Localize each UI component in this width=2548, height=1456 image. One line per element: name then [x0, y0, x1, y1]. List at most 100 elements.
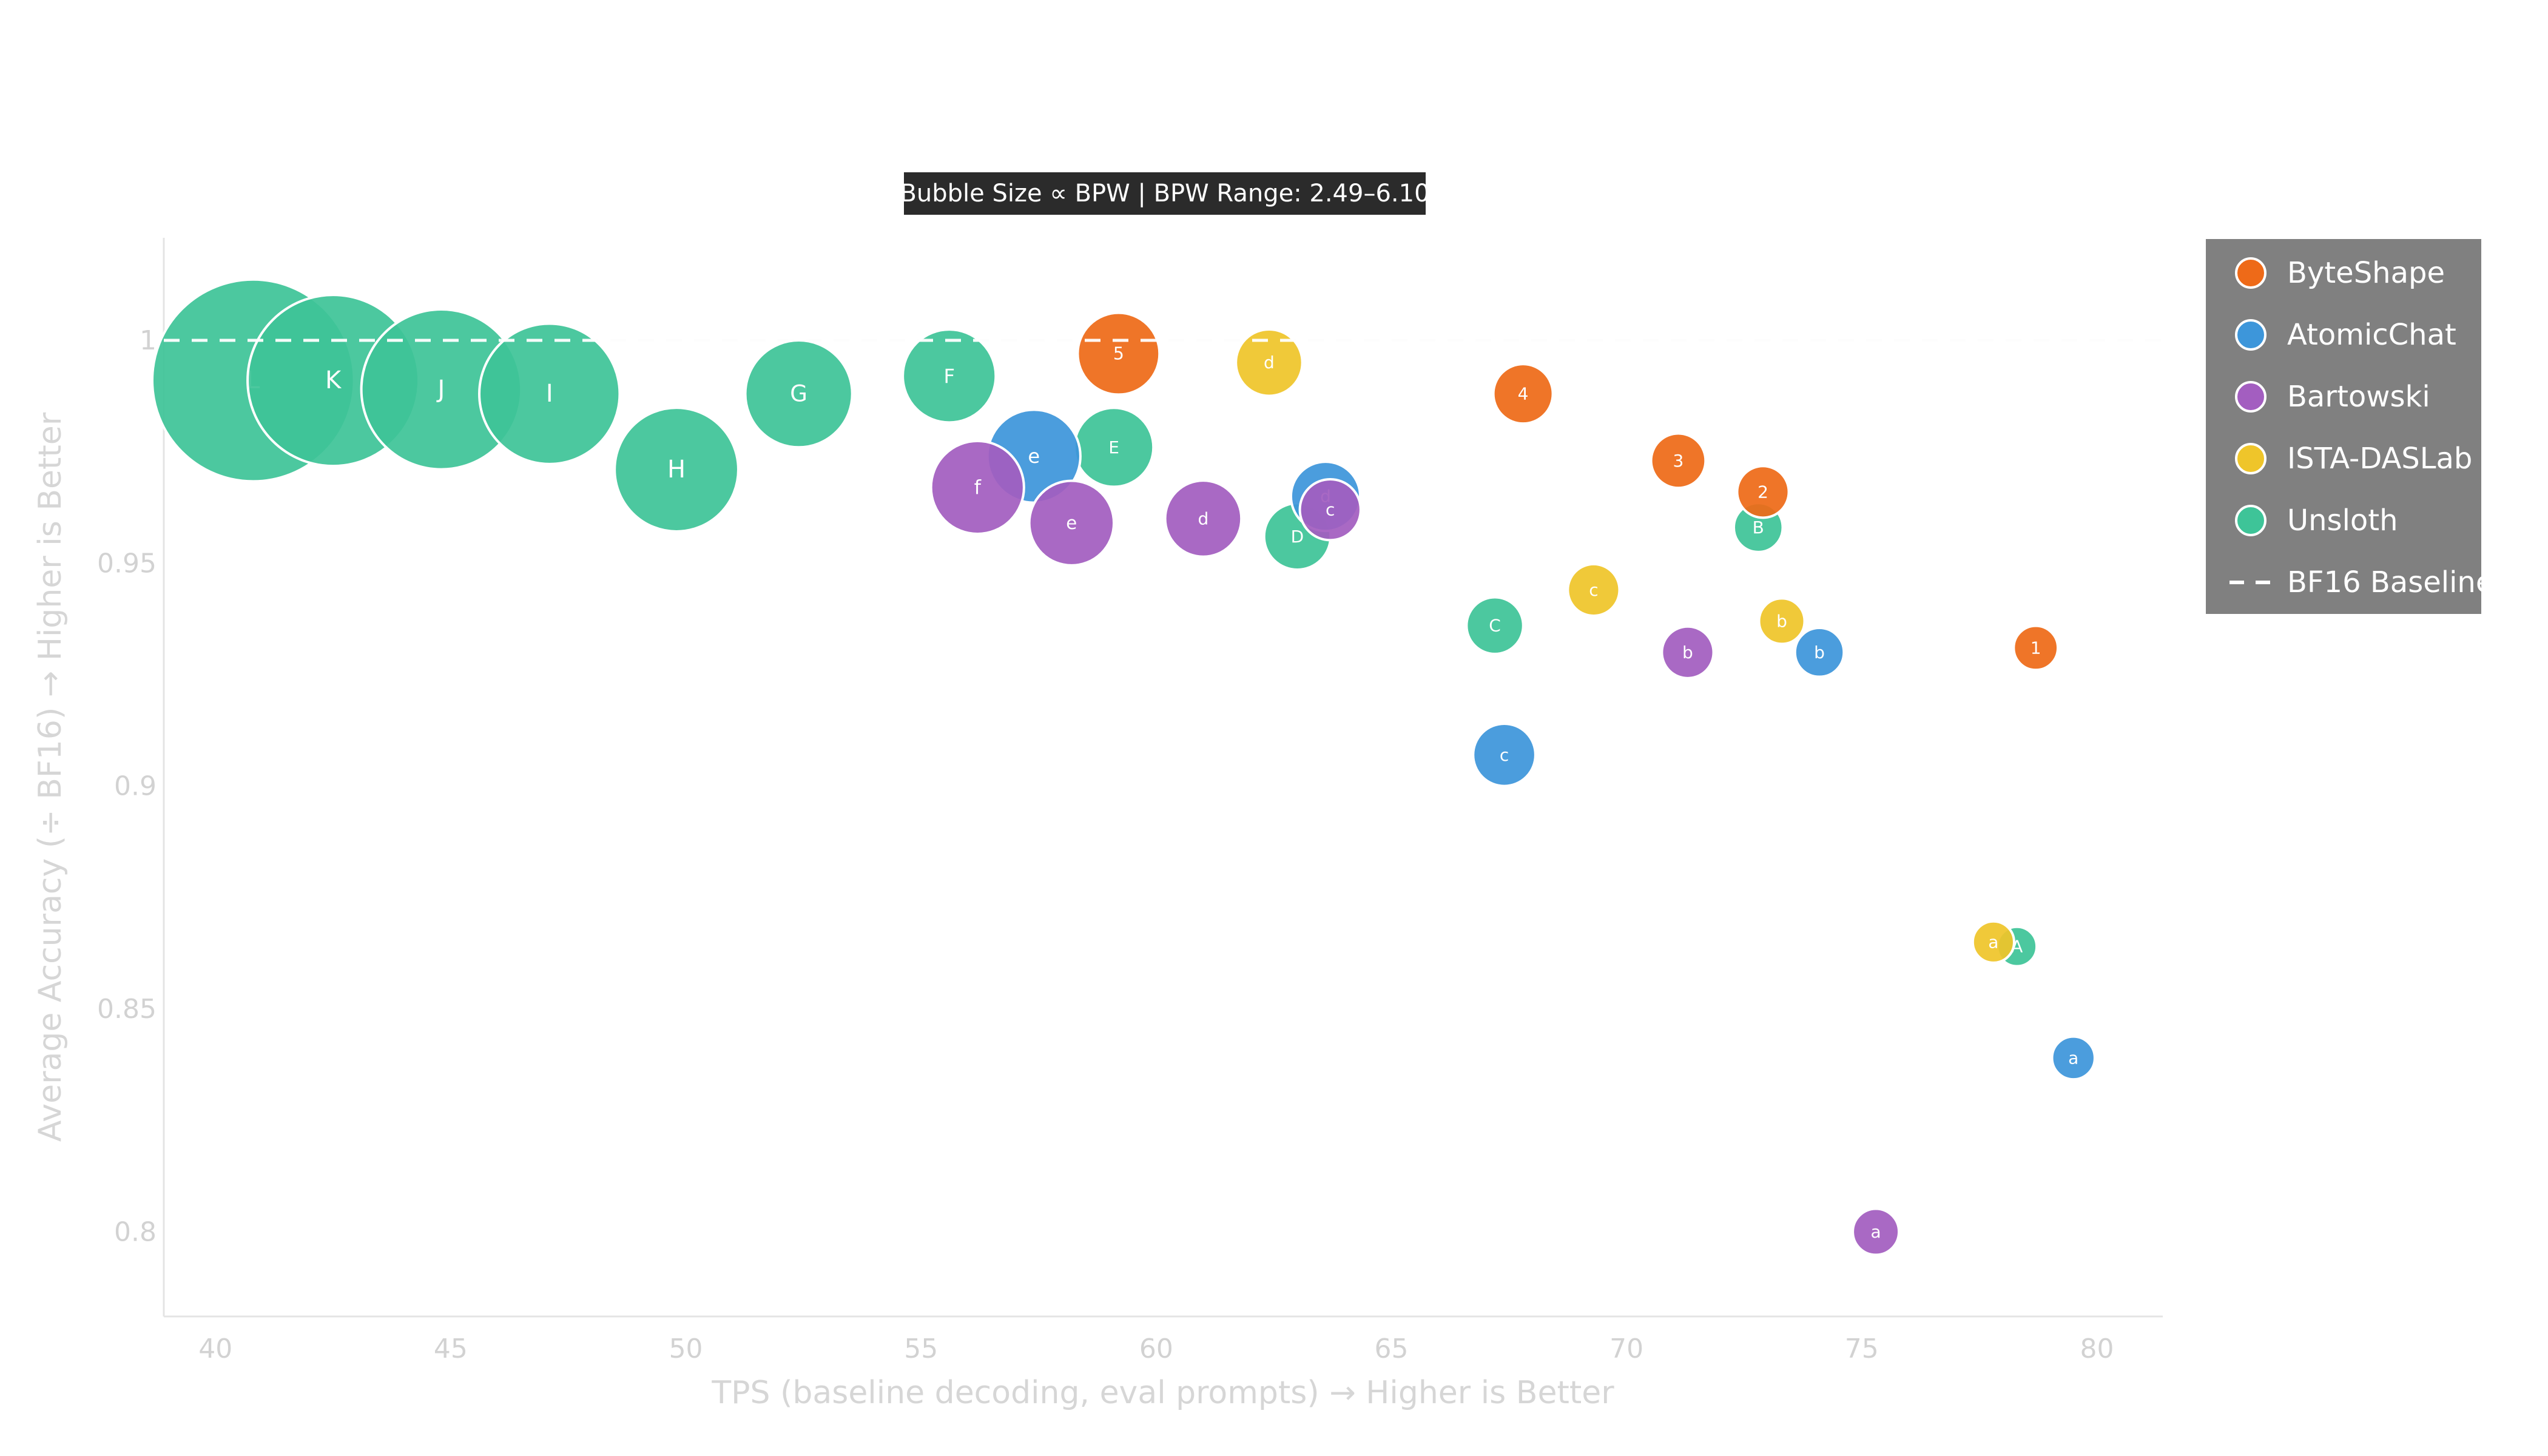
bubble-circle[interactable] [2051, 1035, 2096, 1081]
bubble-unsloth-C[interactable]: C [1465, 596, 1525, 655]
bubble-atomicchat-c[interactable]: c [1472, 722, 1537, 787]
bpw-annotation: Bubble Size ∝ BPW | BPW Range: 2.49–6.10 [900, 172, 1430, 215]
bubble-ista-daslab-c[interactable]: c [1566, 562, 1621, 617]
legend-item-byteshape[interactable]: ByteShape [2235, 256, 2445, 290]
y-tick-label: 0.9 [114, 771, 157, 802]
bubble-label: a [2068, 1048, 2078, 1068]
bubble-circle[interactable] [613, 406, 740, 533]
bubble-circle[interactable] [1472, 722, 1537, 787]
bubbles: LKJIHGFEDCBA54321edcbafedcbadcba [151, 278, 2163, 1256]
bubble-byteshape-3[interactable]: 3 [1650, 432, 1707, 490]
y-tick-label: 1 [140, 325, 157, 356]
bubble-circle[interactable] [1852, 1207, 1901, 1256]
bubble-label: K [325, 366, 342, 394]
x-tick-label: 45 [434, 1333, 468, 1364]
legend-marker [2235, 443, 2267, 474]
bubble-circle[interactable] [2012, 624, 2060, 672]
x-tick-label: 40 [198, 1333, 232, 1364]
bubble-label: b [1776, 611, 1787, 631]
x-tick-label: 80 [2080, 1333, 2114, 1364]
bubble-circle[interactable] [1758, 597, 1806, 645]
bubble-unsloth-H[interactable]: H [613, 406, 740, 533]
bubble-byteshape-2[interactable]: 2 [1736, 465, 1790, 519]
bubble-circle[interactable] [1566, 562, 1621, 617]
bubble-circle[interactable] [1298, 478, 1362, 542]
legend-label: Bartowski [2287, 380, 2430, 414]
bubble-label: I [546, 380, 553, 408]
bubble-circle[interactable] [1492, 363, 1554, 425]
bubble-unsloth-I[interactable]: I [478, 322, 621, 465]
bubble-label: c [1326, 500, 1335, 520]
bubble-ista-daslab-a[interactable]: a [1971, 920, 2015, 964]
bubble-byteshape-4[interactable]: 4 [1492, 363, 1554, 425]
bubble-atomicchat-b[interactable]: b [1793, 627, 1845, 678]
bubble-ista-daslab-b[interactable]: b [1758, 597, 1806, 645]
bubble-circle[interactable] [1650, 432, 1707, 490]
bubble-bartowski-b[interactable]: b [1660, 625, 1715, 679]
legend-item-ista-daslab[interactable]: ISTA-DASLab [2235, 442, 2472, 476]
y-tick-label: 0.85 [97, 994, 157, 1025]
bubble-circle[interactable] [929, 439, 1025, 536]
bubble-ista-daslab-d[interactable]: d [1235, 328, 1304, 397]
legend-marker [2235, 381, 2267, 413]
bubble-label: H [667, 456, 686, 484]
bubble-byteshape-1[interactable]: 1 [2012, 624, 2060, 672]
bubble-circle[interactable] [1736, 465, 1790, 519]
legend-label: Unsloth [2287, 504, 2398, 538]
legend-label: ByteShape [2287, 256, 2445, 290]
bubble-circle[interactable] [1971, 920, 2015, 964]
bubble-unsloth-G[interactable]: G [744, 339, 854, 449]
legend-item-atomicchat[interactable]: AtomicChat [2235, 318, 2456, 352]
ticks: 40 45 50 55 60 65 70 75 800.80.850.90.951 [97, 325, 2114, 1364]
legend-item-unsloth[interactable]: Unsloth [2235, 504, 2398, 538]
legend-item-bartowski[interactable]: Bartowski [2235, 380, 2430, 414]
bubble-circle[interactable] [1465, 596, 1525, 655]
bubble-bartowski-f[interactable]: f [929, 439, 1025, 536]
bubble-circle[interactable] [1164, 479, 1243, 558]
x-tick-label: 50 [669, 1333, 703, 1364]
bubble-label: B [1753, 517, 1764, 538]
bubble-circle[interactable] [1660, 625, 1715, 679]
bubble-label: 4 [1518, 384, 1529, 404]
legend-label: BF16 Baseline [2287, 565, 2493, 599]
bubble-label: a [1988, 932, 1998, 952]
x-tick-label: 65 [1375, 1333, 1409, 1364]
bubble-circle[interactable] [1793, 627, 1845, 678]
bubble-label: F [943, 365, 955, 388]
bubble-label: b [1682, 642, 1693, 662]
y-axis-title: Average Accuracy (÷ BF16) → Higher is Be… [32, 412, 69, 1142]
bubble-bartowski-a[interactable]: a [1852, 1207, 1901, 1256]
bubble-circle[interactable] [744, 339, 854, 449]
x-tick-label: 55 [904, 1333, 938, 1364]
bubble-label: b [1814, 642, 1825, 662]
bubble-bartowski-e[interactable]: e [1028, 479, 1116, 567]
bubble-label: e [1066, 513, 1077, 533]
bubble-label: 1 [2031, 638, 2041, 658]
bubble-label: c [1500, 745, 1509, 765]
bubble-label: D [1291, 527, 1304, 547]
bubble-label: C [1489, 616, 1501, 636]
legend-item-bf16-baseline[interactable]: BF16 Baseline [2230, 565, 2493, 599]
bubble-circle[interactable] [1235, 328, 1304, 397]
bubble-label: e [1028, 445, 1040, 468]
bubble-bartowski-c[interactable]: c [1298, 478, 1362, 542]
bubble-circle[interactable] [1028, 479, 1116, 567]
bubble-label: E [1108, 437, 1119, 457]
legend-marker [2235, 257, 2267, 289]
bubble-bartowski-d[interactable]: d [1164, 479, 1243, 558]
bpw-annotation-box [904, 172, 1426, 215]
bubble-label: 2 [1758, 482, 1768, 502]
bubble-label: f [974, 476, 982, 499]
bubble-byteshape-5[interactable]: 5 [1076, 311, 1161, 396]
bubble-circle[interactable] [1076, 311, 1161, 396]
bubble-label: J [436, 376, 445, 403]
bubble-unsloth-F[interactable]: F [902, 328, 997, 424]
bubble-atomicchat-a[interactable]: a [2051, 1035, 2096, 1081]
bubble-circle[interactable] [478, 322, 621, 465]
x-tick-label: 70 [1609, 1333, 1643, 1364]
bubble-unsloth-E[interactable]: E [1073, 406, 1155, 488]
bubble-label: G [790, 381, 807, 407]
bubble-circle[interactable] [902, 328, 997, 424]
bubble-label: 5 [1113, 344, 1124, 364]
